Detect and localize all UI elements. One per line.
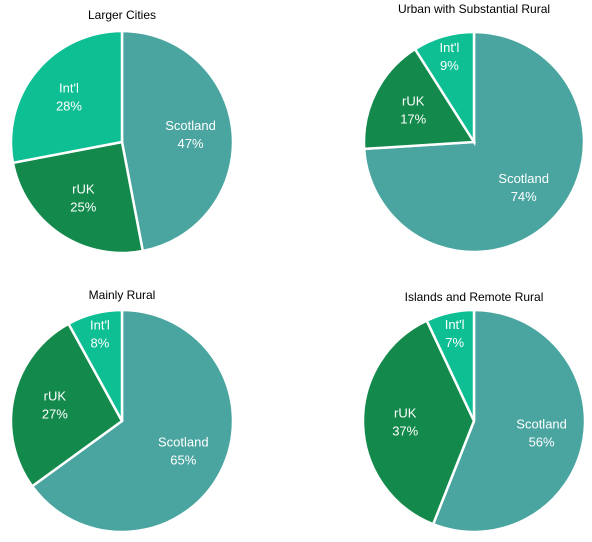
pie-slice [361, 318, 476, 526]
slice-category-label: Scotland [516, 416, 567, 431]
slice-value-label: 37% [392, 424, 418, 439]
slice-category-label: Int'l [440, 40, 460, 55]
chart-title: Islands and Remote Rural [405, 290, 544, 304]
slice-category-label: Int'l [59, 81, 79, 96]
slice-value-label: 28% [56, 99, 82, 114]
slice-value-label: 7% [445, 335, 464, 350]
slice-category-label: Int'l [90, 317, 110, 332]
slice-value-label: 65% [170, 453, 196, 468]
pie-slice [413, 30, 476, 147]
chart-title: Urban with Substantial Rural [398, 2, 550, 16]
slice-value-label: 27% [42, 406, 68, 421]
slice-category-label: rUK [44, 388, 67, 403]
slice-category-label: Scotland [165, 118, 216, 133]
pie-slice [30, 308, 235, 534]
slice-value-label: 56% [529, 434, 555, 449]
slice-value-label: 74% [511, 189, 537, 204]
pie-slice [425, 308, 476, 422]
slice-category-label: rUK [72, 181, 95, 196]
pie-slice [9, 29, 124, 165]
slice-value-label: 8% [91, 335, 110, 350]
slice-category-label: rUK [402, 93, 425, 108]
pie-slice [9, 322, 124, 488]
chart-title: Larger Cities [88, 8, 156, 22]
slice-category-label: Int'l [445, 317, 465, 332]
chart-title: Mainly Rural [89, 288, 156, 302]
pie-slice [66, 308, 124, 422]
pie-slice [431, 308, 587, 534]
slice-value-label: 17% [400, 111, 426, 126]
slice-category-label: Scotland [498, 171, 549, 186]
slice-value-label: 9% [440, 58, 459, 73]
slice-value-label: 25% [70, 199, 96, 214]
slice-category-label: Scotland [158, 435, 209, 450]
slice-value-label: 47% [177, 136, 203, 151]
pie-slice [11, 140, 145, 255]
pie-slice [362, 47, 477, 151]
slice-category-label: rUK [394, 406, 417, 421]
pie-slice [120, 29, 235, 253]
